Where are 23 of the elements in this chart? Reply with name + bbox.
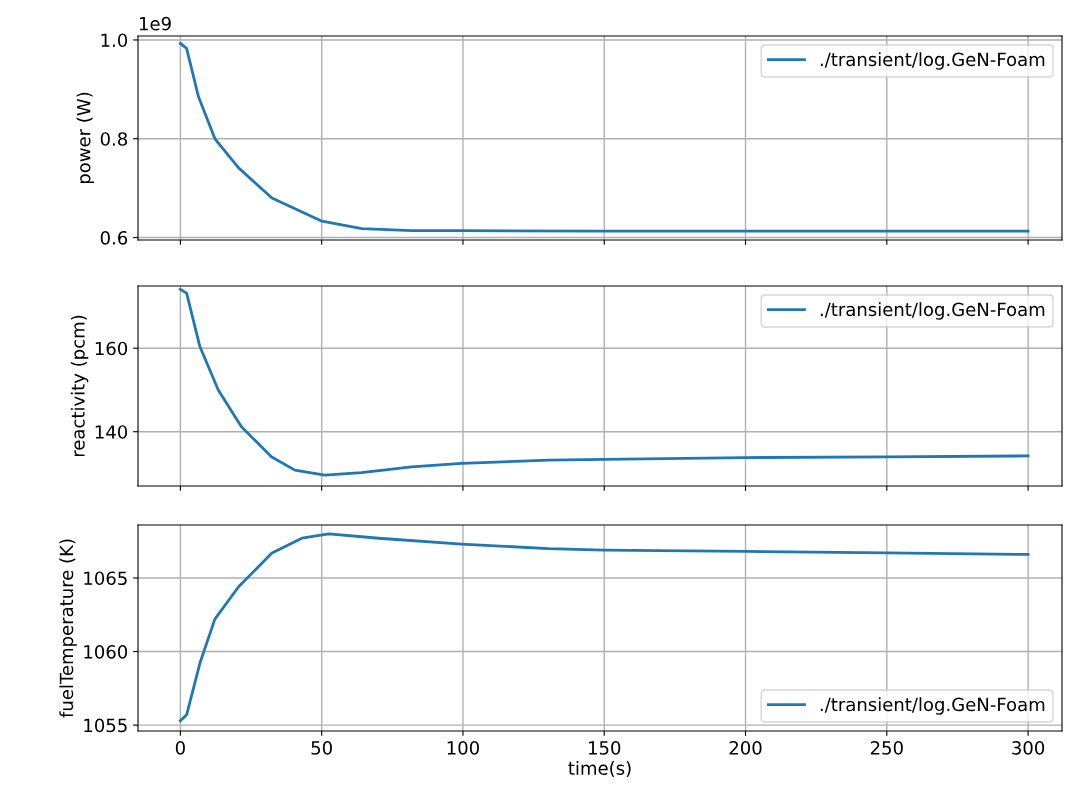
y-tick-label: 1065 [84,571,127,586]
legend-label: ./transient/log.GeN-Foam [820,302,1045,320]
x-tick-label: 100 [447,741,479,755]
y-tick-label: 0.8 [100,132,128,146]
x-tick-label: 300 [1012,741,1045,755]
y-axis-title: fuelTemperature (K) [59,539,77,718]
text: 1e9 [139,16,171,31]
y-tick-label: 1060 [84,645,128,659]
x-tick-label: 150 [588,741,621,755]
y-tick-label: 160 [95,341,128,356]
x-tick-label: 250 [870,741,903,755]
y-axis-title: reactivity (pcm) [70,315,89,457]
legend-label: ./transient/log.GeN-Foam [820,52,1045,70]
legend-label: ./transient/log.GeN-Foam [820,697,1045,715]
x-tick-label: 50 [311,741,332,755]
y-tick-label: 1.0 [101,33,128,48]
y-tick-label: 140 [95,425,128,439]
x-tick-label: 200 [729,741,762,755]
y-tick-label: 0.6 [100,230,128,245]
x-axis-title: time(s) [568,760,631,778]
y-tick-label: 1055 [84,718,127,733]
x-tick-label: 0 [175,741,185,755]
y-axis-title: power (W) [76,92,95,184]
